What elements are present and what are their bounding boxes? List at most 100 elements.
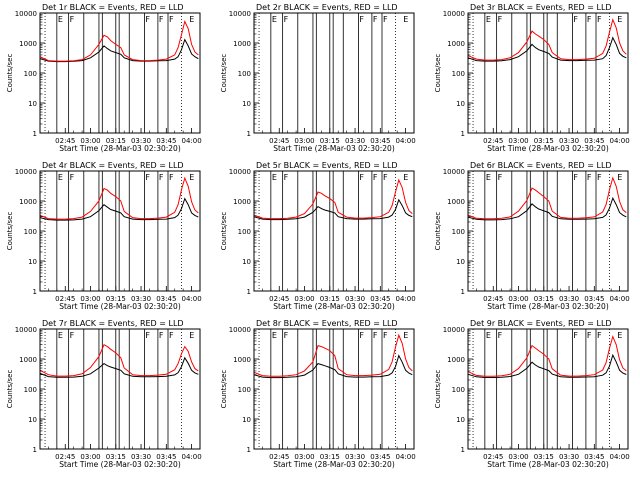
y-tick-label: 1000 — [447, 356, 465, 364]
x-tick-label: 03:30 — [345, 295, 365, 303]
x-axis-label: Start Time (28-Mar-03 02:30:20) — [273, 460, 395, 469]
x-tick-label: 02:45 — [483, 295, 503, 303]
y-tick-label: 100 — [238, 70, 251, 78]
flag-marker: E — [58, 331, 63, 340]
x-tick-label: 02:45 — [483, 137, 503, 145]
y-tick-label: 1 — [461, 446, 465, 454]
flag-marker: E — [272, 15, 277, 24]
flag-marker: E — [58, 15, 63, 24]
x-tick-label: 04:00 — [609, 453, 629, 461]
panel-title: Det 3r BLACK = Events, RED = LLD — [470, 3, 612, 12]
x-tick-label: 03:00 — [80, 295, 100, 303]
x-tick-label: 03:45 — [584, 137, 604, 145]
y-axis-label: Counts/sec — [434, 54, 442, 93]
x-tick-label: 04:00 — [181, 137, 201, 145]
x-axis-label: Start Time (28-Mar-03 02:30:20) — [487, 302, 609, 311]
x-tick-label: 04:00 — [395, 453, 415, 461]
series-line-lld — [467, 18, 627, 61]
flag-marker: F — [597, 173, 602, 182]
x-tick-label: 03:15 — [534, 137, 554, 145]
x-tick-label: 03:15 — [106, 453, 126, 461]
x-axis-label: Start Time (28-Mar-03 02:30:20) — [487, 460, 609, 469]
y-tick-label: 1000 — [447, 198, 465, 206]
flag-marker: F — [284, 173, 289, 182]
y-tick-label: 1 — [247, 446, 251, 454]
x-tick-label: 03:15 — [534, 295, 554, 303]
flag-marker: E — [486, 173, 491, 182]
x-tick-label: 03:45 — [156, 453, 176, 461]
flag-marker: F — [159, 173, 164, 182]
x-axis-label: Start Time (28-Mar-03 02:30:20) — [59, 302, 181, 311]
x-tick-label: 03:30 — [559, 453, 579, 461]
plot-frame — [467, 12, 629, 134]
y-tick-label: 100 — [24, 386, 37, 394]
x-tick-label: 03:30 — [345, 453, 365, 461]
plot-frame — [467, 328, 629, 450]
flag-marker: E — [272, 331, 277, 340]
y-tick-label: 1 — [461, 288, 465, 296]
series-line-lld — [39, 20, 199, 62]
flag-marker: E — [403, 15, 408, 24]
plot-frame — [253, 170, 415, 292]
panel-title: Det 1r BLACK = Events, RED = LLD — [42, 3, 184, 12]
flag-marker: F — [498, 173, 503, 182]
y-tick-label: 10000 — [229, 326, 251, 334]
y-tick-label: 10000 — [443, 168, 465, 176]
x-tick-label: 03:00 — [508, 453, 528, 461]
y-tick-label: 10 — [242, 258, 251, 266]
flag-marker: F — [169, 331, 174, 340]
y-tick-label: 1 — [247, 288, 251, 296]
y-tick-label: 100 — [452, 70, 465, 78]
y-tick-label: 1 — [33, 446, 37, 454]
flag-marker: E — [617, 15, 622, 24]
y-tick-label: 10 — [28, 100, 37, 108]
y-tick-label: 1000 — [19, 198, 37, 206]
flag-marker: F — [359, 15, 364, 24]
flag-marker: E — [189, 331, 194, 340]
y-tick-label: 100 — [24, 70, 37, 78]
flag-marker: F — [70, 173, 75, 182]
y-axis-label: Counts/sec — [434, 370, 442, 409]
plot-frame — [467, 170, 629, 292]
series-line-events — [39, 356, 199, 378]
series-line-lld — [39, 176, 199, 220]
y-tick-label: 10 — [28, 416, 37, 424]
x-tick-label: 04:00 — [181, 453, 201, 461]
flag-marker: F — [373, 331, 378, 340]
y-axis-label: Counts/sec — [220, 212, 228, 251]
flag-marker: F — [597, 15, 602, 24]
x-tick-label: 02:45 — [269, 453, 289, 461]
series-line-lld — [467, 335, 627, 377]
series-line-events — [253, 354, 413, 379]
plot-frame — [39, 12, 201, 134]
flag-marker: F — [573, 15, 578, 24]
flag-marker: F — [587, 15, 592, 24]
x-tick-label: 03:45 — [156, 295, 176, 303]
x-tick-label: 02:45 — [55, 295, 75, 303]
flag-marker: F — [145, 15, 150, 24]
plot-frame — [39, 170, 201, 292]
y-tick-label: 10000 — [229, 10, 251, 18]
flag-marker: F — [169, 15, 174, 24]
flag-marker: F — [373, 15, 378, 24]
panel-title: Det 2r BLACK = Events, RED = LLD — [256, 3, 398, 12]
panel-title: Det 4r BLACK = Events, RED = LLD — [42, 161, 184, 170]
y-tick-label: 1 — [461, 130, 465, 138]
y-tick-label: 10 — [456, 416, 465, 424]
x-axis-label: Start Time (28-Mar-03 02:30:20) — [59, 144, 181, 153]
x-tick-label: 03:30 — [559, 137, 579, 145]
x-tick-label: 03:45 — [584, 453, 604, 461]
flag-marker: E — [403, 173, 408, 182]
series-line-events — [467, 196, 627, 221]
series-line-events — [253, 198, 413, 221]
panel-title: Det 6r BLACK = Events, RED = LLD — [470, 161, 612, 170]
series-line-lld — [467, 176, 627, 220]
x-tick-label: 03:30 — [559, 295, 579, 303]
x-tick-label: 03:15 — [320, 453, 340, 461]
x-tick-label: 03:15 — [106, 137, 126, 145]
